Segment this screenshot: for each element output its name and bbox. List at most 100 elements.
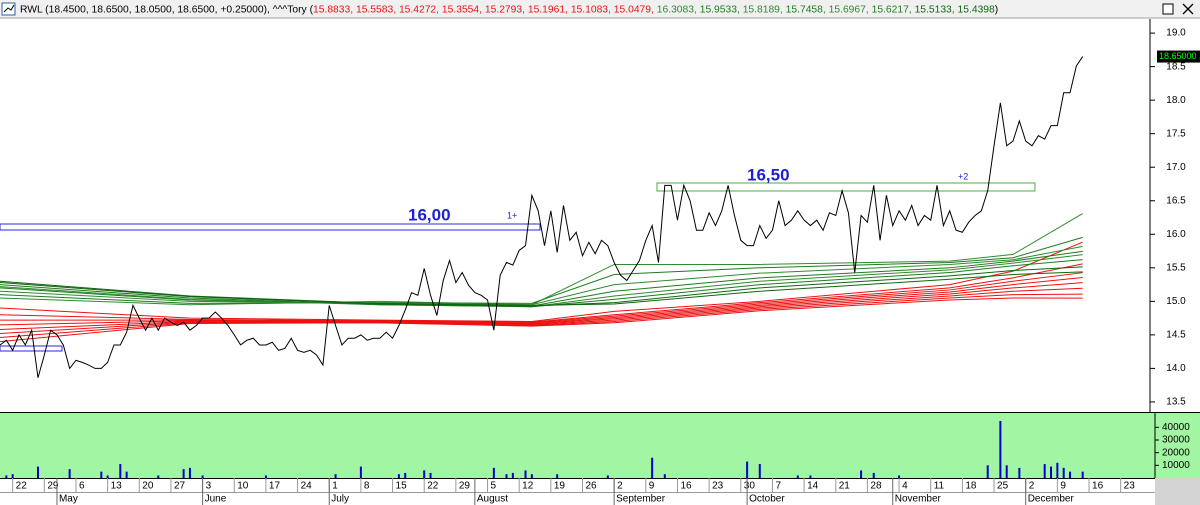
header-value: 15.4272 — [399, 4, 436, 15]
header-value: 15.0479 — [614, 4, 651, 15]
header-text: RWL (18.4500, 18.6500, 18.0500, 18.6500,… — [20, 4, 998, 15]
y-tick-label: 15.5 — [1166, 262, 1186, 273]
volume-bar — [1005, 465, 1008, 478]
volume-bar — [556, 474, 559, 478]
x-tick-label: 23 — [712, 481, 724, 492]
volume-bar — [334, 474, 337, 478]
moving-average-line — [0, 277, 1083, 326]
volume-bar — [119, 464, 122, 478]
header-value: 15.6967 — [829, 4, 866, 15]
x-tick-label: 15 — [396, 481, 408, 492]
header-separator: , — [694, 4, 700, 15]
x-tick-label: 19 — [554, 481, 566, 492]
month-label: May — [59, 494, 78, 505]
volume-bar — [1062, 467, 1065, 478]
month-label: July — [331, 494, 349, 505]
x-tick-label: 17 — [269, 481, 281, 492]
x-tick-label: 25 — [997, 481, 1009, 492]
x-tick-label: 22 — [427, 481, 439, 492]
price-tag: 18.65000 — [1159, 51, 1197, 61]
header-value: 15.8189 — [743, 4, 780, 15]
header-value: 15.2793 — [485, 4, 522, 15]
volume-bar — [746, 461, 749, 478]
y-tick-label: 10000 — [1162, 460, 1190, 471]
y-tick-label: 18.5 — [1166, 61, 1186, 72]
y-tick-label: 17.5 — [1166, 128, 1186, 139]
title-bar — [0, 0, 1200, 18]
x-tick-label: 30 — [744, 481, 756, 492]
volume-bar — [36, 466, 39, 478]
price-panel — [0, 19, 1200, 412]
month-label: October — [749, 494, 785, 505]
x-tick-label: 14 — [807, 481, 819, 492]
moving-average-line — [0, 236, 1083, 304]
y-tick-label: 16.5 — [1166, 195, 1186, 206]
x-tick-label: 26 — [585, 481, 597, 492]
x-tick-label: 16 — [1092, 481, 1104, 492]
header-separator: , — [952, 4, 958, 15]
volume-bar — [157, 475, 160, 478]
y-tick-label: 30000 — [1162, 435, 1190, 446]
x-tick-label: 2 — [617, 481, 623, 492]
header-separator: , — [565, 4, 571, 15]
x-tick-label: 24 — [301, 481, 313, 492]
x-tick-label: 28 — [870, 481, 882, 492]
y-tick-label: 17.0 — [1166, 162, 1186, 173]
x-tick-label: 12 — [522, 481, 534, 492]
volume-bar — [898, 475, 901, 478]
price-tag-box — [1157, 50, 1200, 63]
month-label: November — [895, 494, 942, 505]
volume-bar — [492, 467, 495, 478]
corner — [1155, 478, 1200, 505]
annotation: 16,00 — [408, 205, 451, 224]
volume-bar — [1069, 471, 1072, 478]
volume-bar — [758, 464, 761, 478]
volume-bar — [651, 457, 654, 478]
moving-average-line — [0, 297, 1083, 343]
moving-average-line — [0, 254, 1083, 308]
header-separator: , — [436, 4, 442, 15]
month-label: December — [1028, 494, 1075, 505]
level-box — [0, 223, 541, 231]
month-label: June — [205, 494, 227, 505]
header-close: ) — [995, 4, 998, 15]
volume-bar — [505, 474, 508, 478]
header-separator: , — [393, 4, 399, 15]
x-tick-label: 8 — [364, 481, 370, 492]
volume-bar — [796, 475, 799, 478]
y-tick-label: 16.0 — [1166, 229, 1186, 240]
y-tick-label: 19.0 — [1166, 28, 1186, 39]
annotation: 1+ — [507, 210, 517, 220]
header-separator: , — [350, 4, 356, 15]
header-separator: , — [651, 4, 657, 15]
x-tick-label: 9 — [1060, 481, 1066, 492]
moving-average-line — [0, 245, 1083, 306]
header-value: 15.6217 — [872, 4, 909, 15]
header-value: 15.7458 — [786, 4, 823, 15]
volume-bar — [11, 474, 14, 478]
volume-bar — [860, 470, 863, 478]
maximize-button[interactable] — [1162, 3, 1174, 15]
volume-bar — [999, 420, 1002, 478]
x-tick-label: 22 — [16, 481, 28, 492]
volume-bar — [524, 470, 527, 478]
volume-bar — [663, 474, 666, 478]
volume-bar — [182, 469, 185, 478]
annotation: +2 — [958, 171, 968, 181]
volume-bar — [1018, 467, 1021, 478]
header-value: 15.1083 — [571, 4, 608, 15]
y-tick-label: 15.0 — [1166, 296, 1186, 307]
price-line — [0, 56, 1084, 378]
header-value: 16.3083 — [657, 4, 694, 15]
volume-bar — [986, 465, 989, 478]
moving-average-line — [0, 263, 1083, 323]
close-button[interactable] — [1182, 3, 1194, 15]
level-box — [656, 182, 1036, 192]
volume-bar — [201, 475, 204, 478]
moving-average-line — [0, 287, 1083, 335]
header-value: 15.3554 — [442, 4, 479, 15]
header-value: 15.4398 — [958, 4, 995, 15]
header-value: 15.8833 — [313, 4, 350, 15]
x-tick-label: 16 — [680, 481, 692, 492]
